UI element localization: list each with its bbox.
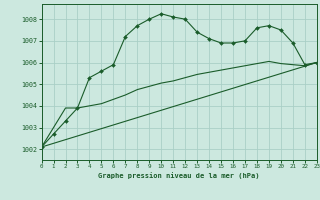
X-axis label: Graphe pression niveau de la mer (hPa): Graphe pression niveau de la mer (hPa) — [99, 172, 260, 179]
